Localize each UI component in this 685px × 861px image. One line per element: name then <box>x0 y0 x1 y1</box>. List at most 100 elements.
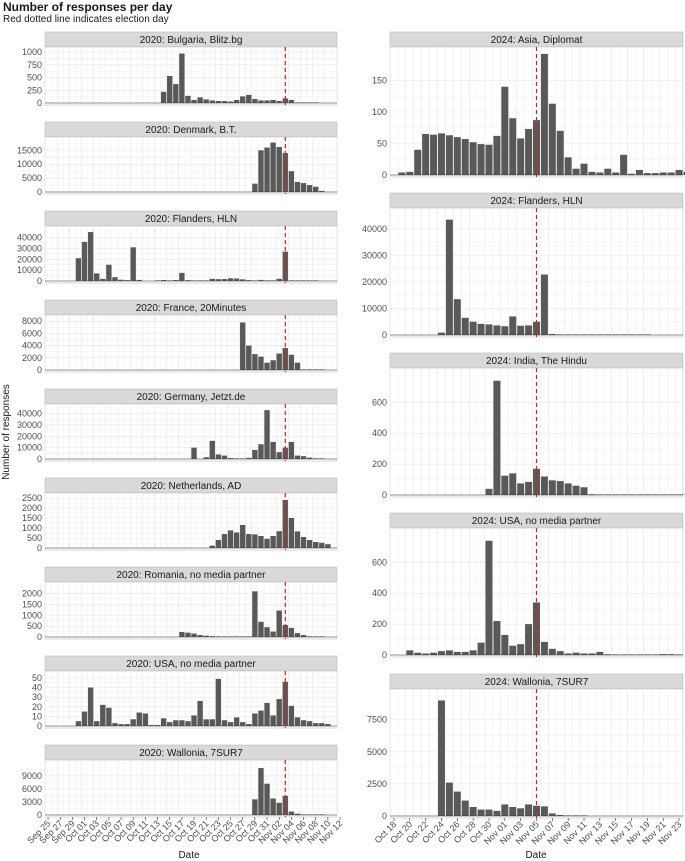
facet-title: 2020: Flanders, HLN <box>145 214 237 225</box>
data-bar <box>288 705 295 726</box>
y-tick-label: 40000 <box>362 224 387 234</box>
data-bar <box>319 723 325 726</box>
data-bar <box>167 75 173 103</box>
facet-panel: 2020: Wallonia, 7SUR7 0 3000 6000 9000 <box>22 744 338 820</box>
data-bar <box>294 182 301 192</box>
y-tick-label: 9000 <box>22 771 42 781</box>
data-bar <box>227 458 234 459</box>
data-bar <box>209 719 215 726</box>
data-bar <box>469 650 477 655</box>
data-bar <box>185 632 191 637</box>
data-bar <box>540 53 548 176</box>
data-bar <box>258 279 264 281</box>
y-tick-label: 1000 <box>22 523 42 533</box>
data-bar <box>437 133 445 175</box>
data-bar <box>215 636 222 637</box>
data-bar <box>659 172 667 175</box>
y-tick-label: 0 <box>382 170 387 180</box>
data-bar <box>300 537 307 548</box>
data-bar <box>414 652 422 655</box>
data-bar <box>667 172 675 175</box>
facet-panel: 2020: Netherlands, AD 0500100015002000250… <box>22 477 338 553</box>
data-bar <box>477 642 485 655</box>
data-bar <box>294 362 301 370</box>
facet-panel: 2020: France, 20Minutes 0 2000 4000 6000 8000 <box>22 299 338 375</box>
data-bar <box>319 190 325 192</box>
data-bar <box>556 130 564 175</box>
data-bar <box>604 168 612 175</box>
y-tick-label: 10 <box>32 711 42 721</box>
data-bar <box>203 99 209 103</box>
y-tick-label: 1500 <box>22 599 42 609</box>
data-bar <box>148 725 155 726</box>
y-tick-label: 2000 <box>22 503 42 513</box>
data-bar <box>258 768 264 815</box>
data-bar <box>154 725 161 726</box>
data-bar <box>264 410 270 459</box>
data-bar <box>197 701 203 726</box>
data-bar <box>501 634 509 655</box>
data-bar <box>233 717 240 726</box>
data-bar <box>501 86 509 175</box>
y-tick-label: 2500 <box>367 779 387 789</box>
data-bar <box>118 724 124 726</box>
facet-title: 2020: France, 20Minutes <box>136 303 247 314</box>
data-bar <box>264 783 270 815</box>
data-bar <box>191 715 197 726</box>
data-bar <box>683 494 685 495</box>
data-bar <box>469 142 477 175</box>
data-bar <box>294 813 301 815</box>
y-tick-label: 5000 <box>367 747 387 757</box>
data-bar <box>270 631 276 637</box>
y-tick-label: 250 <box>27 85 42 95</box>
data-bar <box>445 135 453 175</box>
data-bar <box>461 317 469 335</box>
data-bar <box>264 280 270 281</box>
y-tick-label: 1500 <box>22 513 42 523</box>
y-tick-label: 200 <box>372 459 387 469</box>
y-tick-label: 30 <box>32 692 42 702</box>
data-bar <box>215 100 222 103</box>
data-bar <box>270 360 276 370</box>
data-bar <box>437 332 445 335</box>
data-bar <box>252 354 258 370</box>
page-title: Number of responses per day <box>3 0 173 14</box>
data-bar <box>517 138 525 175</box>
data-bar <box>179 272 185 281</box>
data-bar <box>445 219 453 335</box>
data-bar <box>276 452 282 459</box>
y-tick-label: 0 <box>37 543 42 553</box>
data-bar <box>643 173 651 175</box>
data-bar <box>437 700 445 816</box>
data-bar <box>276 802 282 815</box>
data-bar <box>445 782 453 816</box>
y-tick-label: 7500 <box>367 715 387 725</box>
data-bar <box>288 441 295 459</box>
data-bar <box>288 280 295 281</box>
y-tick-label: 6000 <box>22 328 42 338</box>
y-tick-label: 50 <box>377 138 387 148</box>
data-bar <box>215 454 222 459</box>
data-bar <box>106 264 112 281</box>
y-tick-label: 0 <box>37 276 42 286</box>
data-bar <box>112 277 118 281</box>
facet-title: 2024: Flanders, HLN <box>490 196 582 207</box>
facet-title: 2020: Wallonia, 7SUR7 <box>139 748 243 759</box>
data-bar <box>477 323 485 335</box>
data-bar <box>288 518 295 548</box>
data-bar <box>667 654 675 655</box>
y-tick-label: 8000 <box>22 316 42 326</box>
facet-title: 2020: Netherlands, AD <box>141 481 242 492</box>
y-tick-label: 40 <box>32 683 42 693</box>
y-tick-label: 10000 <box>362 303 387 313</box>
data-bar <box>300 635 307 637</box>
data-bar <box>306 185 313 192</box>
data-bar <box>525 128 533 175</box>
data-bar <box>596 172 604 175</box>
data-bar <box>100 704 106 726</box>
y-tick-label: 500 <box>27 73 42 83</box>
y-tick-label: 10000 <box>17 265 42 275</box>
data-bar <box>517 644 525 655</box>
data-bar <box>540 641 548 655</box>
